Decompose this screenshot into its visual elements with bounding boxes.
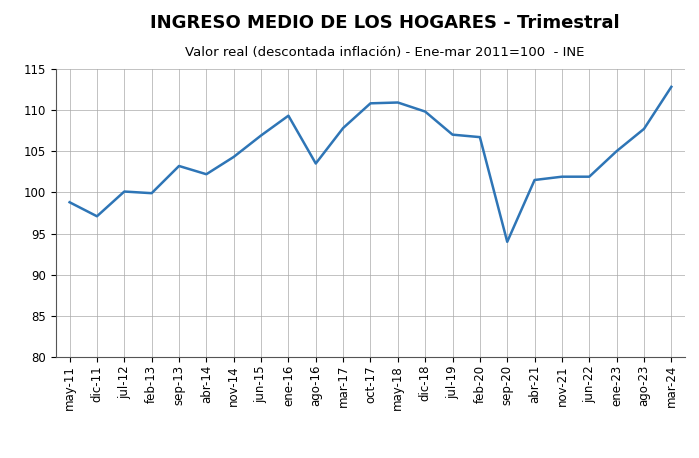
Text: Valor real (descontada inflación) - Ene-mar 2011=100  - INE: Valor real (descontada inflación) - Ene-…: [185, 46, 584, 59]
Text: INGRESO MEDIO DE LOS HOGARES - Trimestral: INGRESO MEDIO DE LOS HOGARES - Trimestra…: [150, 14, 619, 32]
